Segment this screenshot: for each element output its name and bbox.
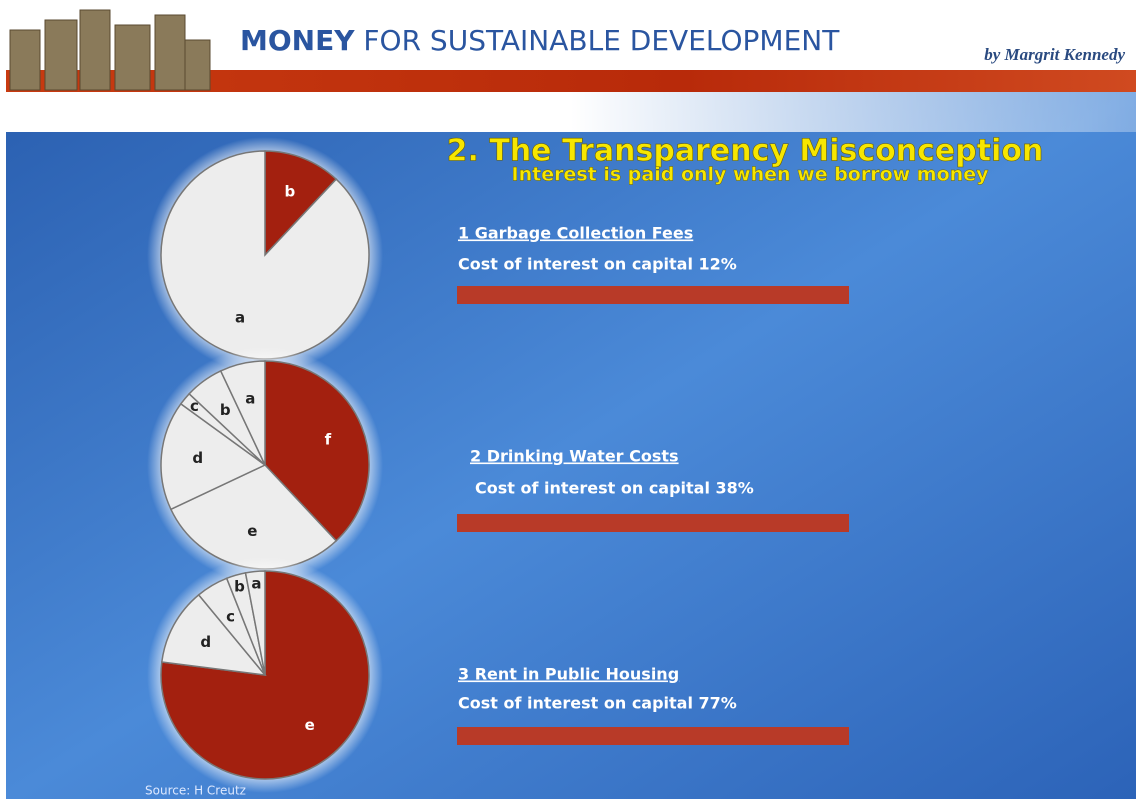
- header-title: MONEY FOR SUSTAINABLE DEVELOPMENT: [240, 24, 840, 57]
- pie-slice: [160, 593, 267, 676]
- slice-label: b: [285, 183, 296, 201]
- pie-slice: [219, 360, 266, 466]
- item-text: Cost of interest on capital 77%: [458, 694, 737, 713]
- slice-label: a: [235, 308, 245, 326]
- header-rest: FOR SUSTAINABLE DEVELOPMENT: [363, 24, 840, 57]
- header-bold: MONEY: [240, 24, 355, 57]
- slice-label: b: [220, 401, 231, 419]
- pie-slice: [264, 360, 370, 542]
- slide-subtitle: Interest is paid only when we borrow mon…: [512, 164, 990, 186]
- slice-label: d: [192, 449, 203, 467]
- item-heading: 3 Rent in Public Housing: [458, 665, 679, 684]
- slice-label: e: [247, 522, 257, 540]
- pie-slice: [244, 570, 266, 676]
- white-strip: [6, 92, 1136, 132]
- slice-label: c: [190, 397, 199, 415]
- item-text: Cost of interest on capital 12%: [458, 255, 737, 274]
- slide-title: 2. The Transparency Misconception: [447, 134, 1044, 169]
- slice-label: c: [226, 607, 235, 625]
- slice-label: a: [245, 390, 255, 408]
- item-bar: [457, 727, 849, 745]
- slice-label: b: [234, 578, 245, 596]
- pie-slice: [264, 150, 338, 257]
- slice-label: e: [305, 716, 315, 734]
- pie-slice: [160, 150, 370, 360]
- item-heading: 2 Drinking Water Costs: [470, 447, 679, 466]
- author: by Margrit Kennedy: [984, 45, 1125, 64]
- red-bar: [6, 70, 1136, 92]
- pie-slice: [160, 402, 267, 511]
- slice-label: f: [325, 431, 332, 449]
- item-bar: [457, 514, 849, 532]
- item-heading: 1 Garbage Collection Fees: [458, 224, 693, 243]
- slice-label: a: [251, 574, 261, 592]
- slice-label: d: [200, 633, 211, 651]
- item-text: Cost of interest on capital 38%: [475, 479, 754, 498]
- coins: [9, 9, 211, 91]
- source: Source: H Creutz: [145, 784, 246, 798]
- item-bar: [457, 286, 849, 304]
